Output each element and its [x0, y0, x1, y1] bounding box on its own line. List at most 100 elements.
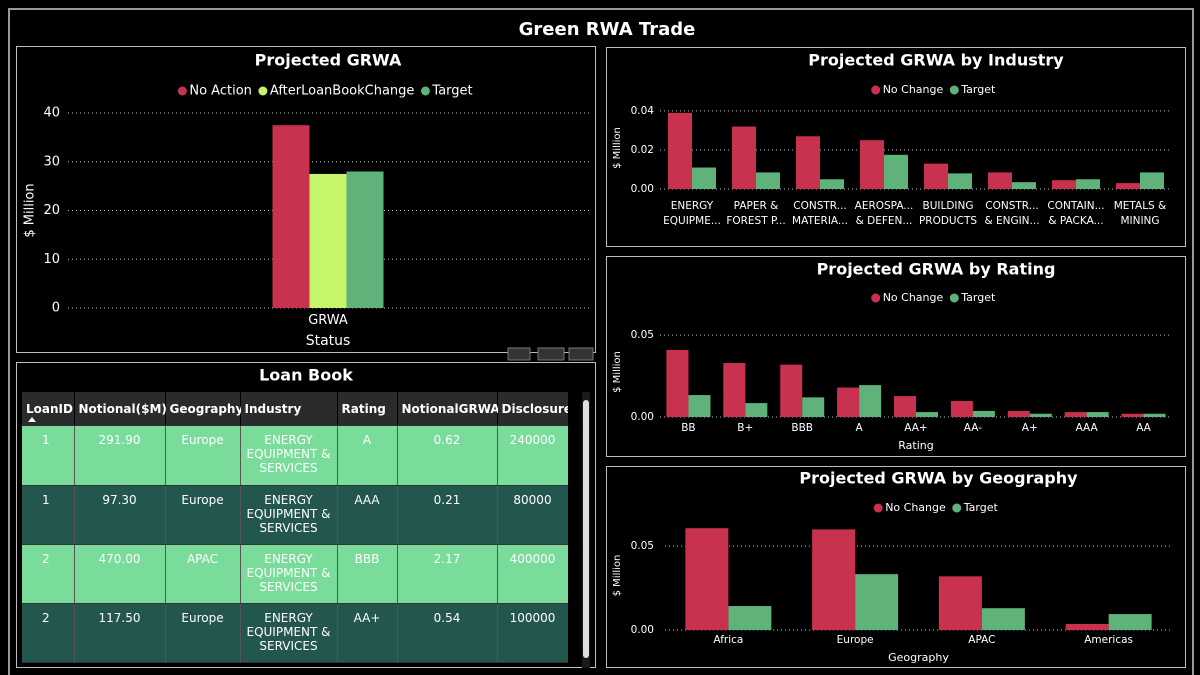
- x-tick-label-box: GRWA: [308, 313, 348, 328]
- icon[interactable]: [507, 347, 531, 361]
- bar: [1064, 412, 1087, 417]
- table-cell: 1: [22, 485, 75, 545]
- legend-swatch: [258, 86, 268, 96]
- column-header[interactable]: Industry: [240, 392, 338, 426]
- bar: [972, 410, 995, 417]
- frame: [8, 8, 1194, 675]
- bar: [802, 397, 825, 417]
- x-tick-label-box: METALS & MINING: [1114, 200, 1167, 227]
- legend-swatch: [949, 293, 959, 303]
- table-cell: 470.00: [74, 544, 166, 604]
- table-cell: ENERGY EQUIPMENT & SERVICES: [240, 603, 338, 663]
- x-axis-label: Status: [306, 333, 351, 349]
- panel: [16, 46, 596, 353]
- bar: [884, 154, 908, 189]
- table-row[interactable]: 1 97.30 Europe ENERGY EQUIPMENT & SERVICES A…: [22, 485, 568, 545]
- x-tick-label: BBB: [791, 422, 814, 434]
- table-cell: 0.21: [397, 485, 498, 545]
- table-cell: 400000: [497, 544, 568, 604]
- column-header[interactable]: Notional($M): [74, 392, 167, 426]
- table-cell: 291.90: [74, 426, 166, 486]
- table-row[interactable]: 2 117.50 Europe ENERGY EQUIPMENT & SERVICES…: [22, 603, 568, 663]
- x-tick-label: Africa: [713, 634, 744, 646]
- y-tick-label: 0.05: [631, 329, 654, 341]
- y-tick-label: 0.02: [631, 144, 654, 156]
- bar: [981, 608, 1025, 630]
- y-tick-label: 10: [43, 252, 60, 267]
- column-header[interactable]: LoanID: [22, 392, 75, 426]
- table-cell: 100000: [497, 603, 568, 663]
- x-tick-label-box: CONSTR... & ENGIN...: [984, 200, 1039, 227]
- bar: [894, 396, 916, 417]
- table-cell: AA+: [337, 603, 398, 663]
- panel: [606, 256, 1186, 457]
- bar: [812, 529, 856, 630]
- x-tick-label-box: CONTAIN... & PACKA...: [1047, 200, 1104, 227]
- y-axis-label: $ Million: [612, 351, 623, 393]
- bar: [820, 179, 844, 189]
- table-cell: ENERGY EQUIPMENT & SERVICES: [240, 426, 338, 486]
- bar: [1121, 413, 1144, 417]
- table-cell: 0.62: [397, 426, 498, 486]
- y-tick-label: 20: [43, 203, 60, 218]
- x-tick-label: Europe: [836, 634, 874, 646]
- legend: No Change Target: [873, 501, 998, 514]
- bar: [1052, 180, 1076, 189]
- x-tick-label-box: Americas: [1084, 634, 1134, 646]
- table-body: 1 291.90 Europe ENERGY EQUIPMENT & SERVICES…: [22, 426, 568, 663]
- x-tick-label: Americas: [1084, 634, 1134, 646]
- x-tick-label: ENERGY EQUIPME...: [663, 200, 721, 227]
- legend-swatch: [952, 503, 962, 513]
- legend-swatch: [873, 503, 883, 513]
- x-tick-label-box: A+: [1021, 422, 1038, 434]
- x-tick-label: B+: [737, 422, 754, 434]
- x-tick-label-box: PAPER & FOREST P...: [726, 200, 786, 227]
- x-tick-label: AA-: [963, 422, 982, 434]
- y-tick-label: 0: [52, 301, 60, 316]
- x-tick-label-box: A: [856, 422, 863, 434]
- bar: [780, 364, 803, 417]
- table-cell: Europe: [165, 603, 241, 663]
- x-tick-label: A+: [1021, 422, 1038, 434]
- column-header[interactable]: Rating: [337, 392, 398, 426]
- column-header[interactable]: NotionalGRWA: [397, 392, 500, 426]
- sort-arrow[interactable]: [28, 417, 36, 422]
- icon[interactable]: [568, 347, 594, 361]
- x-tick-label-box: AAA: [1076, 422, 1098, 434]
- legend-label: No Change: [883, 291, 944, 304]
- x-tick-label: CONSTR... MATERIA...: [792, 200, 848, 227]
- icon[interactable]: [537, 347, 565, 361]
- column-header[interactable]: Disclosure: [497, 392, 568, 426]
- bar: [837, 387, 860, 417]
- x-tick-label-box: ENERGY EQUIPME...: [663, 200, 721, 227]
- x-tick-label-box: BUILDING PRODUCTS: [919, 200, 977, 227]
- panel: [16, 362, 596, 668]
- y-tick-label: 0.05: [631, 540, 654, 552]
- legend: No Change Target: [871, 83, 996, 96]
- y-tick-label: 30: [43, 154, 60, 169]
- bar: [723, 363, 746, 417]
- x-tick-label: PAPER & FOREST P...: [726, 200, 786, 227]
- bar: [1029, 413, 1052, 417]
- bar: [346, 171, 384, 308]
- column-header[interactable]: Geography: [165, 392, 243, 426]
- x-axis-label: Rating: [898, 439, 933, 452]
- x-tick-label: AEROSPA... & DEFEN...: [854, 200, 914, 227]
- x-tick-label-box: AA-: [963, 422, 982, 434]
- panel: [606, 466, 1186, 668]
- x-tick-label-box: Europe: [836, 634, 874, 646]
- table-cell: APAC: [165, 544, 241, 604]
- chart-title: Projected GRWA by Rating: [817, 260, 1056, 279]
- bar: [1143, 413, 1166, 417]
- table-cell: AAA: [337, 485, 398, 545]
- bar: [732, 126, 756, 189]
- scroll-thumb[interactable]: [583, 400, 589, 658]
- bar: [860, 140, 884, 189]
- table-cell: ENERGY EQUIPMENT & SERVICES: [240, 485, 338, 545]
- bar: [1065, 623, 1109, 630]
- table-row[interactable]: 2 470.00 APAC ENERGY EQUIPMENT & SERVICES BB…: [22, 544, 568, 604]
- y-axis-label: $ Million: [612, 555, 623, 597]
- table-row[interactable]: 1 291.90 Europe ENERGY EQUIPMENT & SERVICES…: [22, 426, 568, 486]
- bar: [924, 163, 948, 189]
